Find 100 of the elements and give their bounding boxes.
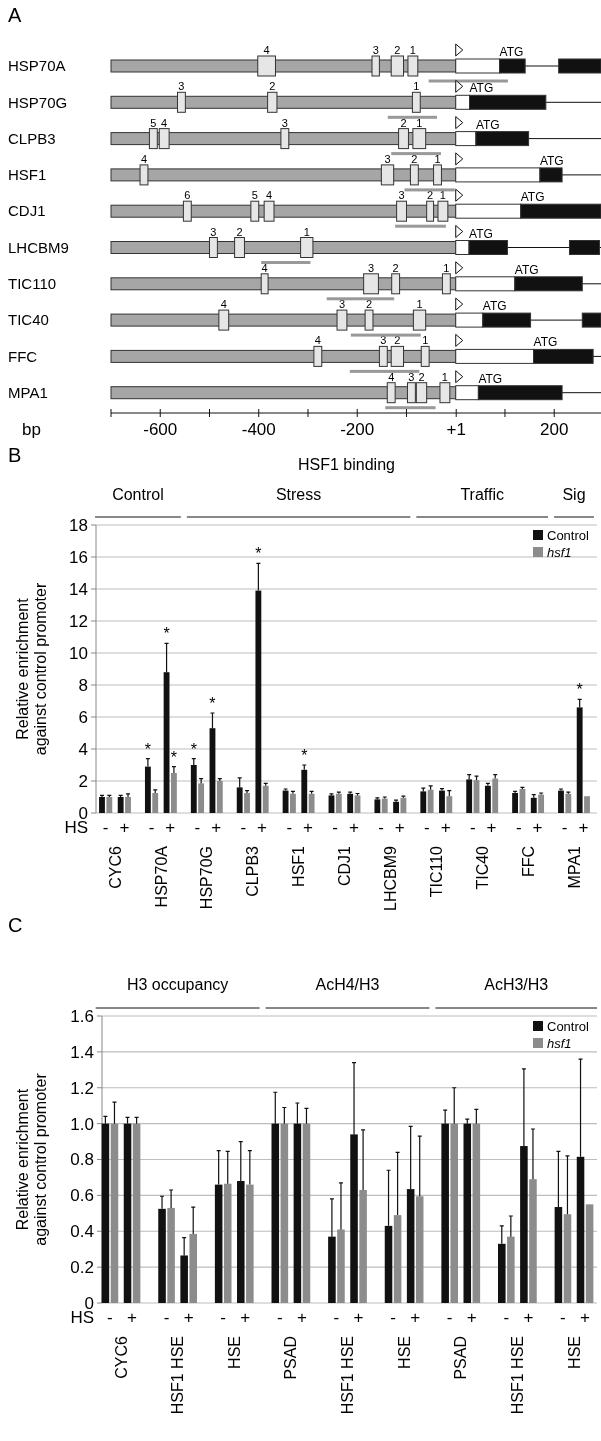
text: 3 xyxy=(210,225,217,238)
text: 3 xyxy=(380,334,387,347)
text: HSF1 HSE xyxy=(339,1336,357,1415)
series-label: 3 xyxy=(372,44,379,56)
text: H3 occupancy xyxy=(126,976,229,993)
x-tick-label: - xyxy=(148,818,155,837)
x-tick-label: - xyxy=(332,818,338,837)
text: 2 xyxy=(418,370,425,383)
legend-label: Control xyxy=(547,1018,590,1034)
text: HSE xyxy=(565,1336,583,1369)
text: Traffic xyxy=(460,486,504,503)
x-tick-label: - xyxy=(333,1308,340,1327)
text: 4 xyxy=(266,189,273,202)
x-tick-label: - xyxy=(424,818,430,837)
text: 3 xyxy=(281,116,288,129)
x-tick-label: 200 xyxy=(540,420,569,439)
y-tick-label: 4 xyxy=(78,739,88,759)
text: 1 xyxy=(439,189,446,202)
x-tick-label: - xyxy=(102,818,109,837)
text: MPA1 xyxy=(565,845,583,889)
legend-label: hsf1 xyxy=(547,544,572,560)
x-tick-label: - xyxy=(107,1308,113,1327)
y-tick-label: 1.4 xyxy=(70,1042,94,1062)
y-tick-label: HSP70G xyxy=(8,93,68,111)
text: 4 xyxy=(220,298,227,311)
y-tick-label: 1.6 xyxy=(70,1006,94,1026)
x-tick-label: -200 xyxy=(340,420,375,439)
x-tick-label: - xyxy=(163,1308,170,1327)
text: 2 xyxy=(269,80,276,93)
text: 1 xyxy=(441,370,448,383)
y-tick-label: TIC40 xyxy=(8,311,49,329)
x-tick-label: - xyxy=(286,818,293,837)
annotation: ATG xyxy=(475,117,500,132)
x-axis-title: HS xyxy=(64,818,88,837)
text: 4 xyxy=(161,116,168,129)
text: 2 xyxy=(392,261,399,274)
text: 3 xyxy=(367,261,375,274)
y-tick-label: 14 xyxy=(69,579,88,599)
text: 3 xyxy=(408,370,415,383)
text: AcH4/H3 xyxy=(315,976,380,993)
x-tick-label: +1 xyxy=(446,420,466,439)
annotation: ATG xyxy=(499,45,524,59)
annotation: ATG xyxy=(469,226,493,241)
y-tick-label: CLPB3 xyxy=(8,129,56,147)
text: 2 xyxy=(236,225,243,238)
annotation: ATG xyxy=(478,371,503,386)
x-tick-label: + xyxy=(532,818,543,837)
text: 3 xyxy=(178,80,185,93)
y-tick-label: HSP70A xyxy=(8,57,66,75)
text: 4 xyxy=(140,152,148,165)
x-tick-label: + xyxy=(523,1308,534,1327)
text: CLPB3 xyxy=(244,845,262,897)
y-axis-title: Relative enrichment against control promoter xyxy=(13,582,49,756)
y-tick-label: 0.8 xyxy=(70,1150,94,1170)
y-tick-label: LHCBM9 xyxy=(8,238,69,256)
text: 1 xyxy=(443,261,450,274)
data-label: * xyxy=(144,740,151,758)
text: LHCBM9 xyxy=(382,845,399,911)
x-tick-label: + xyxy=(580,1308,591,1327)
data-label: * xyxy=(170,748,178,766)
x-tick-label: + xyxy=(486,818,497,837)
text: CDJ1 xyxy=(336,845,354,887)
series-label: 4 xyxy=(263,44,270,56)
x-tick-label: + xyxy=(348,818,359,837)
y-tick-label: FFC xyxy=(8,347,38,365)
x-tick-label: - xyxy=(560,1308,566,1327)
text: 1 xyxy=(416,298,423,311)
x-axis-title: HS xyxy=(70,1308,94,1327)
text: HSP70A xyxy=(152,845,170,908)
y-tick-label: MPA1 xyxy=(8,383,48,401)
y-tick-label: 0.6 xyxy=(70,1186,94,1206)
x-tick-label: + xyxy=(296,1308,307,1327)
text: C xyxy=(8,914,23,936)
text: CYC6 xyxy=(112,1335,130,1379)
x-tick-label: + xyxy=(410,1308,421,1327)
text: 1 xyxy=(413,80,420,93)
data-label: * xyxy=(255,545,262,563)
text: 2 xyxy=(365,298,373,311)
text: FFC xyxy=(519,846,537,878)
text: HSE xyxy=(395,1336,413,1369)
x-tick-label: + xyxy=(257,818,268,837)
x-tick-label: + xyxy=(466,1308,477,1327)
text: 3 xyxy=(398,189,405,202)
text: 2 xyxy=(427,189,434,202)
text: 3 xyxy=(338,298,346,311)
x-tick-label: -400 xyxy=(241,420,276,439)
x-tick-label: + xyxy=(183,1308,194,1327)
y-tick-label: 12 xyxy=(69,611,88,631)
text: 3 xyxy=(384,152,391,165)
y-tick-label: 10 xyxy=(69,643,88,663)
legend-label: Control xyxy=(547,527,590,543)
series-label: 1 xyxy=(409,44,416,56)
y-axis-title: Relative enrichment against control promoter xyxy=(13,1072,49,1246)
x-tick-label: - xyxy=(276,1308,283,1327)
text: A xyxy=(8,4,22,26)
x-tick-label: - xyxy=(561,818,568,837)
text: 4 xyxy=(314,334,321,347)
y-tick-label: CDJ1 xyxy=(8,202,46,220)
data-label: * xyxy=(163,625,170,643)
x-tick-label: + xyxy=(440,818,451,837)
